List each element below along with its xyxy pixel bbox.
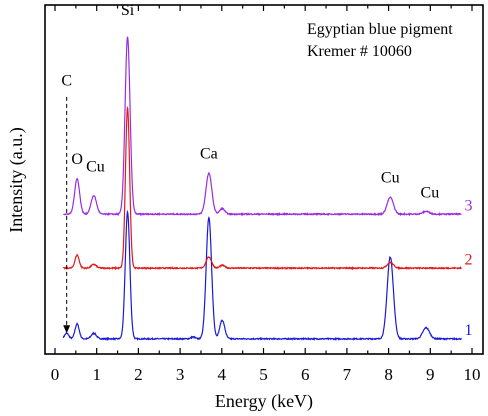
series-label-2: 2	[464, 251, 472, 268]
series-label-1: 1	[464, 322, 472, 339]
peak-label: C	[61, 73, 72, 90]
spectrum-line-2	[62, 105, 462, 271]
series-label-3: 3	[464, 197, 472, 214]
x-tick-label: 3	[176, 365, 185, 384]
x-tick-label: 4	[218, 365, 227, 384]
x-tick-label: 6	[301, 365, 310, 384]
peak-label: O	[71, 151, 83, 168]
x-tick-label: 8	[384, 365, 393, 384]
plot-frame	[44, 4, 484, 355]
x-tick-label: 1	[92, 365, 101, 384]
x-tick-label: 2	[134, 365, 143, 384]
spectrum-line-1	[62, 209, 462, 342]
carbon-marker-arrow	[63, 96, 71, 334]
x-axis-ticks	[54, 5, 473, 354]
x-tick-label: 7	[343, 365, 352, 384]
spectrum-traces	[62, 36, 462, 342]
x-tick-label: 9	[426, 365, 435, 384]
x-axis-label: Energy (keV)	[215, 391, 313, 412]
peak-label: Cu	[86, 158, 105, 175]
series-labels: 1 2 3	[464, 197, 472, 339]
peak-label: Si	[121, 2, 135, 19]
y-axis-label: Intensity (a.u.)	[6, 127, 27, 232]
x-tick-label: 5	[259, 365, 268, 384]
annotation-line-1: Egyptian blue pigment	[307, 21, 453, 38]
arrow-head	[63, 325, 71, 334]
x-tick-label: 0	[51, 365, 60, 384]
peak-label: Cu	[421, 184, 440, 201]
peak-label: Cu	[381, 170, 400, 187]
x-axis-tick-labels: 0 1 2 3 4 5 6 7 8 9 10	[51, 365, 481, 384]
annotation-line-2: Kremer # 10060	[307, 43, 412, 60]
spectrum-line-3	[63, 36, 462, 217]
peak-label: Ca	[200, 145, 218, 162]
x-tick-label: 10	[464, 365, 481, 384]
